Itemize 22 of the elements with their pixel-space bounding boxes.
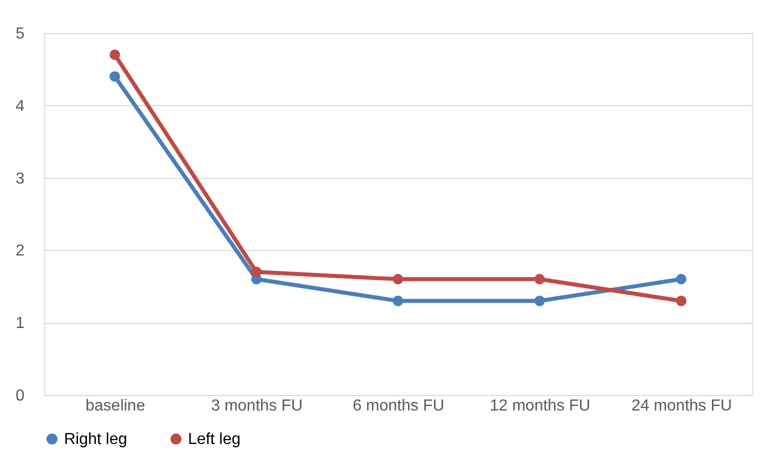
point	[676, 274, 686, 284]
point	[392, 274, 404, 284]
x-tick-label: 12 months FU	[490, 398, 590, 414]
y-tick-label: 5	[16, 26, 25, 42]
y-tick-label: 4	[16, 98, 25, 115]
x-tick-label: 3 months FU	[211, 398, 303, 414]
legend-label: Left leg	[188, 431, 240, 448]
y-tick-label: 0	[16, 388, 25, 404]
point	[392, 296, 404, 306]
point	[110, 71, 120, 82]
point	[251, 266, 262, 278]
point	[676, 296, 686, 306]
point	[534, 296, 545, 306]
point	[110, 49, 120, 60]
x-tick-label: baseline	[85, 398, 146, 414]
y-tick-label: 2	[16, 242, 25, 260]
legend-label: Right leg	[64, 431, 128, 448]
y-tick-label: 3	[16, 170, 25, 188]
x-tick-label: 24 months FU	[631, 398, 732, 414]
point	[534, 274, 545, 284]
x-tick-label: 6 months FU	[352, 398, 444, 414]
y-tick-label: 1	[16, 315, 25, 332]
